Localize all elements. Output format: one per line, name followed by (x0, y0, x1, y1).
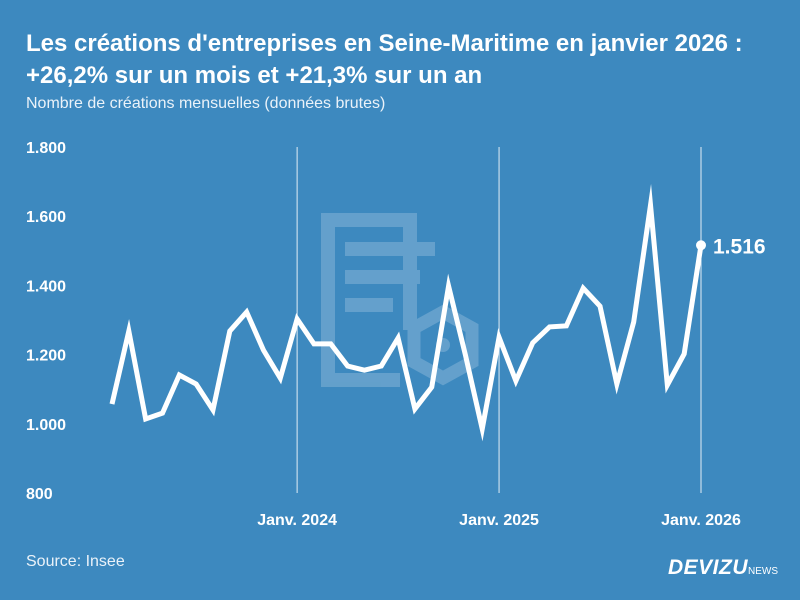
y-tick-label: 1.800 (26, 140, 66, 157)
chart-title: Les créations d'entreprises en Seine-Mar… (26, 30, 743, 89)
y-tick-label: 1.000 (26, 417, 66, 434)
chart-subtitle: Nombre de créations mensuelles (données … (26, 95, 386, 112)
watermark-document-icon (321, 213, 479, 387)
devizu-logo: DEVIZUNEWS (668, 556, 778, 580)
y-tick-label: 1.400 (26, 278, 66, 295)
logo-suffix: NEWS (748, 566, 778, 577)
logo-main: DEVIZU (667, 556, 748, 579)
last-value-label: 1.516 (713, 235, 766, 258)
series-line (109, 183, 704, 442)
y-tick-label: 800 (26, 486, 53, 503)
source-note: Source: Insee (26, 553, 125, 570)
y-tick-label: 1.600 (26, 209, 66, 226)
last-point-marker (696, 240, 706, 251)
x-tick-label: Janv. 2024 (257, 512, 337, 529)
y-tick-label: 1.200 (26, 348, 66, 365)
x-tick-label: Janv. 2026 (661, 512, 741, 529)
x-tick-label: Janv. 2025 (459, 512, 539, 529)
